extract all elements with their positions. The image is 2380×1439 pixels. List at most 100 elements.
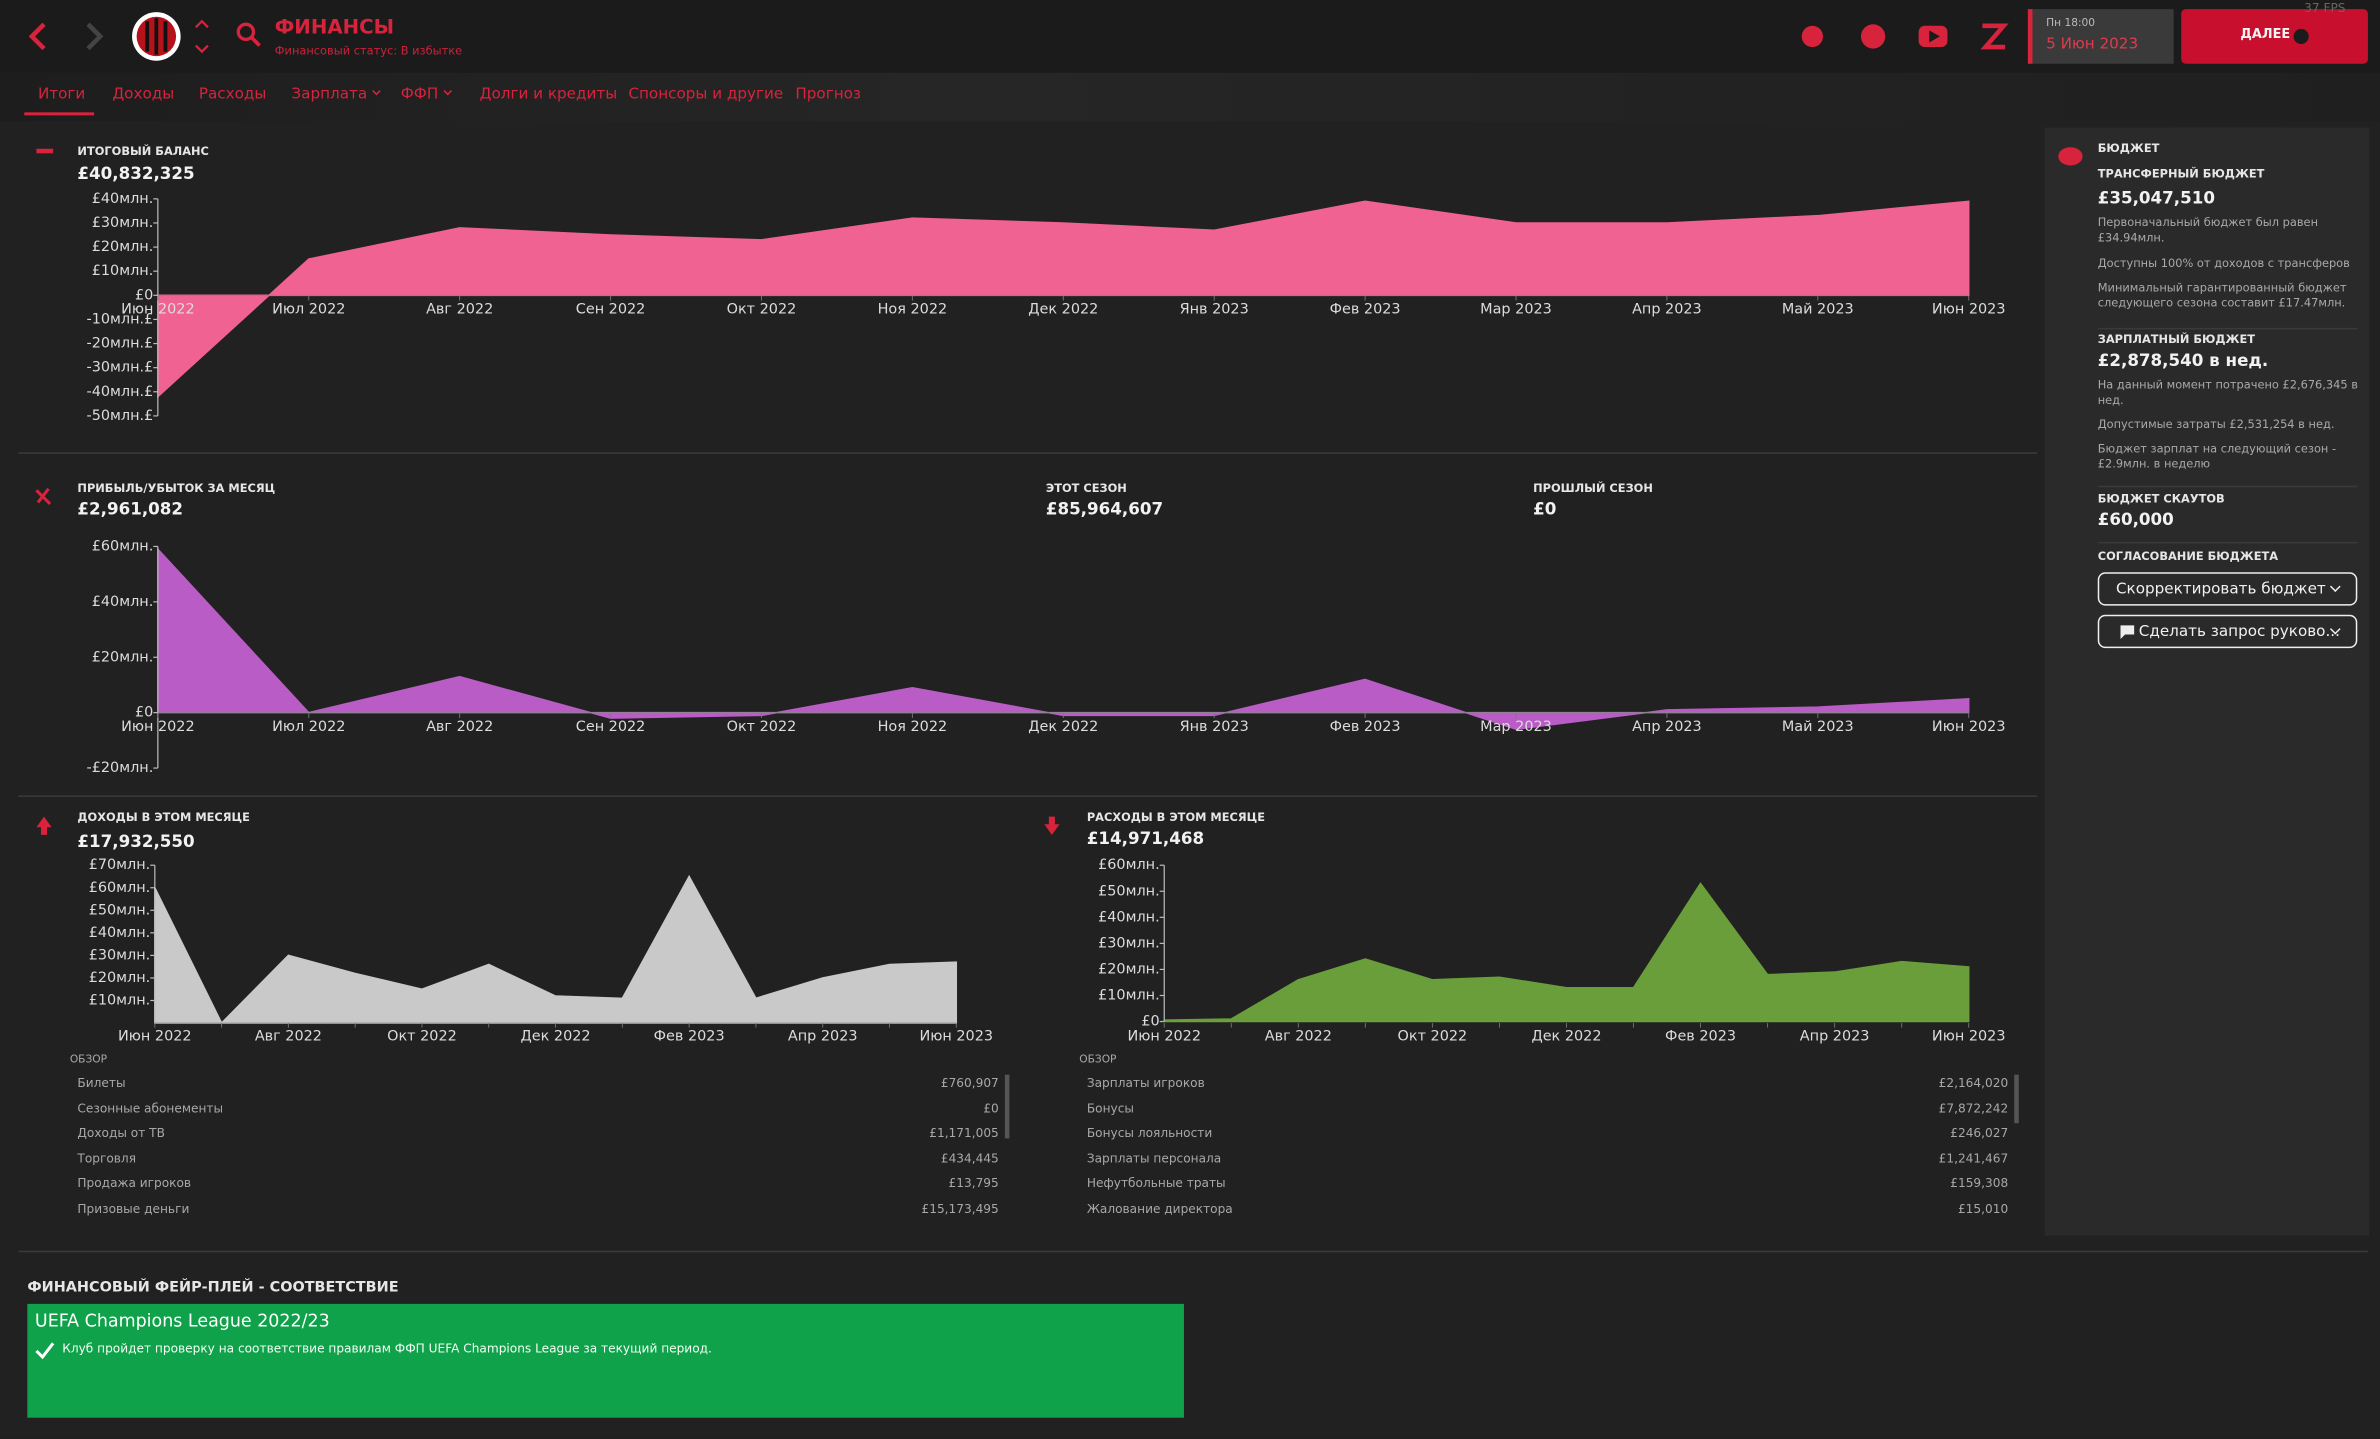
section-label: ЭТОТ СЕЗОН — [1045, 481, 1127, 495]
date-box[interactable] — [2027, 9, 2174, 64]
panel-title: БЮДЖЕТ — [2097, 141, 2160, 155]
separator — [18, 795, 2038, 797]
x-tick-label: Июн 2022 — [121, 302, 195, 318]
scrollbar[interactable] — [1004, 1074, 1010, 1139]
row-value: £7,872,242 — [1938, 1101, 2009, 1115]
tab[interactable]: Прогноз — [795, 86, 861, 104]
section-label: ПРИБЫЛЬ/УБЫТОК ЗА МЕСЯЦ — [77, 481, 276, 495]
y-tick-label: £20млн. — [1098, 961, 1160, 977]
row-label: Билеты — [77, 1076, 126, 1090]
balance-value: £40,832,325 — [77, 163, 195, 184]
overview-label: ОБЗОР — [1079, 1053, 1117, 1066]
x-tick-label: Июн 2023 — [1932, 302, 2006, 318]
section-label: СОГЛАСОВАНИЕ БЮДЖЕТА — [2097, 549, 2279, 564]
button-label: Сделать запрос руково... — [2138, 623, 2340, 640]
row-label: Нефутбольные траты — [1086, 1176, 1226, 1191]
separator — [18, 1250, 2368, 1253]
row-value: £15,010 — [1957, 1201, 2009, 1216]
time[interactable]: Пн 18:00 — [2046, 16, 2096, 29]
area — [157, 547, 1970, 730]
section-label: ДОХОДЫ В ЭТОМ МЕСЯЦЕ — [77, 810, 250, 825]
section-label: БЮДЖЕТ СКАУТОВ — [2097, 491, 2225, 506]
x-tick-label: Май 2023 — [1782, 719, 1854, 735]
y-tick-label: £40млн. — [92, 594, 154, 610]
x-tick-label: Фев 2023 — [654, 1029, 725, 1045]
tab[interactable]: Долги и кредиты — [479, 86, 618, 104]
tab-bar — [0, 72, 2380, 122]
ffp-competition: UEFA Champions League 2022/23 — [34, 1309, 330, 1332]
section-icon — [2058, 147, 2083, 166]
y-tick-label: £20млн. — [92, 239, 154, 255]
row-label: Зарплаты персонала — [1086, 1151, 1222, 1165]
tab[interactable]: Итоги — [37, 86, 86, 104]
up-down-icon[interactable] — [195, 19, 209, 54]
row-value: £1,241,467 — [1938, 1151, 2009, 1165]
x-tick-label: Май 2023 — [1782, 302, 1854, 318]
area — [1163, 882, 1970, 1023]
tab[interactable]: ФФП — [401, 86, 452, 103]
section-label: РАСХОДЫ В ЭТОМ МЕСЯЦЕ — [1086, 810, 1265, 825]
tab[interactable]: Зарплата — [291, 87, 381, 103]
chevron — [443, 86, 452, 96]
icon[interactable] — [1801, 25, 1823, 48]
y-tick-label: £10млн. — [92, 263, 154, 279]
y-tick-label: £50млн. — [1098, 883, 1160, 899]
row-label: Сезонные абонементы — [77, 1101, 224, 1115]
expenses-value: £14,971,468 — [1086, 828, 1205, 849]
row-value: £246,027 — [1950, 1126, 2009, 1140]
row-label: Призовые деньги — [77, 1201, 190, 1216]
x-tick-label: Апр 2023 — [1632, 719, 1702, 735]
note: Доступны 100% от доходов с трансферов — [2097, 256, 2350, 271]
page-title: ФИНАНСЫ — [274, 16, 395, 40]
area — [154, 874, 958, 1025]
y-tick-label: £0 — [135, 287, 153, 303]
x-tick-label: Окт 2022 — [1398, 1029, 1468, 1045]
button-label: Скорректировать бюджет — [2115, 580, 2326, 598]
x-tick-label: Июн 2023 — [1932, 1029, 2006, 1045]
y-tick-label: -40млн.£ — [87, 384, 154, 400]
y-tick-label: £60млн. — [92, 538, 154, 554]
tab[interactable]: Спонсоры и другие — [628, 86, 784, 104]
row-value: £760,907 — [940, 1076, 999, 1090]
section-label: ЗАРПЛАТНЫЙ БЮДЖЕТ — [2097, 332, 2256, 347]
search-icon[interactable] — [236, 22, 256, 42]
row-label: Жалование директора — [1086, 1201, 1233, 1216]
x-tick-label: Ноя 2022 — [878, 719, 948, 735]
separator — [2097, 485, 2358, 488]
x-tick-label: Окт 2022 — [727, 719, 797, 735]
adjust-budget-button[interactable]: Скорректировать бюджет — [2097, 572, 2358, 606]
y-tick-label: -30млн.£ — [87, 360, 154, 376]
x-tick-label: Июл 2022 — [272, 302, 345, 318]
scrollbar[interactable] — [2014, 1074, 2019, 1124]
row-label: Бонусы лояльности — [1086, 1126, 1213, 1140]
row-value: £2,164,020 — [1938, 1076, 2009, 1090]
tab[interactable]: Доходы — [112, 86, 175, 104]
row-label: Бонусы — [1086, 1101, 1134, 1115]
x-tick-label: Июн 2023 — [1932, 719, 2006, 735]
y-tick-label: £60млн. — [89, 880, 151, 896]
ffp-box — [27, 1303, 1184, 1418]
y-tick-label: £10млн. — [89, 993, 151, 1009]
forward-icon — [86, 22, 104, 51]
request-button[interactable]: Сделать запрос руково... — [2097, 614, 2358, 649]
continue-label[interactable]: ДАЛЕЕ — [2240, 27, 2291, 43]
overview-label: ОБЗОР — [69, 1053, 108, 1066]
section-icon — [36, 148, 54, 154]
continue-button[interactable] — [2181, 9, 2368, 64]
section-label: ПРОШЛЫЙ СЕЗОН — [1533, 481, 1653, 495]
x-tick-label: Авг 2022 — [426, 302, 493, 318]
date[interactable]: 5 Июн 2023 — [2046, 36, 2139, 54]
x-tick-label: Дек 2022 — [1028, 302, 1098, 318]
row-value: £15,173,495 — [921, 1201, 999, 1216]
z-icon[interactable] — [1980, 23, 2009, 50]
section-icon — [35, 487, 52, 506]
help-icon[interactable] — [1860, 24, 1886, 49]
tab[interactable]: Расходы — [198, 86, 267, 104]
this-season-value: £85,964,607 — [1045, 499, 1164, 520]
row-label: Зарплаты игроков — [1086, 1076, 1205, 1090]
back-icon[interactable] — [28, 22, 46, 51]
page-subtitle: Финансовый статус: В избытке — [274, 44, 463, 58]
y-tick-label: -20млн.£ — [87, 336, 154, 352]
budget-panel — [2044, 127, 2370, 1236]
